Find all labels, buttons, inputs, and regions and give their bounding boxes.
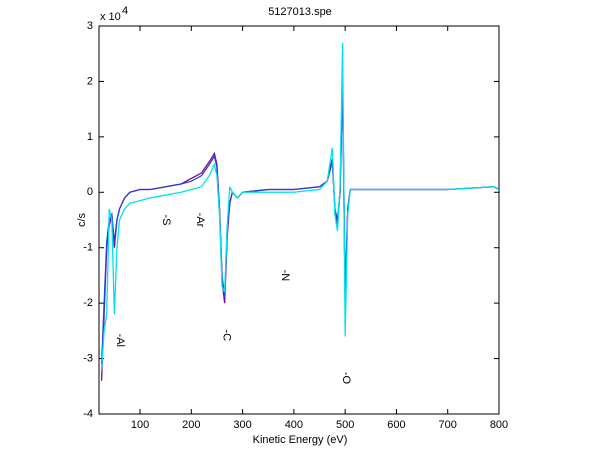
x-tick-label: 800	[490, 419, 508, 431]
annotation: -S	[160, 215, 172, 226]
y-tick-label: 3	[87, 20, 93, 32]
y-multiplier: x 10	[100, 11, 121, 23]
y-tick-label: -4	[83, 408, 93, 420]
y-tick-label: 1	[87, 131, 93, 143]
x-tick-label: 400	[285, 419, 303, 431]
annotation: -Al	[114, 334, 126, 347]
x-tick-label: 700	[439, 419, 457, 431]
y-tick-label: 0	[87, 186, 93, 198]
x-tick-label: 100	[131, 419, 149, 431]
x-tick-label: 500	[336, 419, 354, 431]
plot-frame	[98, 25, 500, 415]
annotation: -O	[340, 372, 352, 385]
y-tick-label: -1	[83, 242, 93, 254]
x-axis-label: Kinetic Energy (eV)	[253, 434, 348, 446]
y-axis-label: c/s	[76, 212, 88, 227]
annotation: -C	[220, 329, 232, 341]
y-multiplier-exponent: 4	[122, 5, 128, 17]
x-tick-label: 600	[387, 419, 405, 431]
annotation: -Ar	[194, 213, 206, 228]
y-tick-label: -3	[83, 352, 93, 364]
chart-title: 5127013.spe	[268, 6, 332, 18]
annotation: -N	[279, 270, 291, 282]
y-tick-label: -2	[83, 297, 93, 309]
series-line	[100, 42, 499, 370]
x-tick-label: 200	[182, 419, 200, 431]
y-tick-label: 2	[87, 75, 93, 87]
x-tick-label: 300	[233, 419, 251, 431]
